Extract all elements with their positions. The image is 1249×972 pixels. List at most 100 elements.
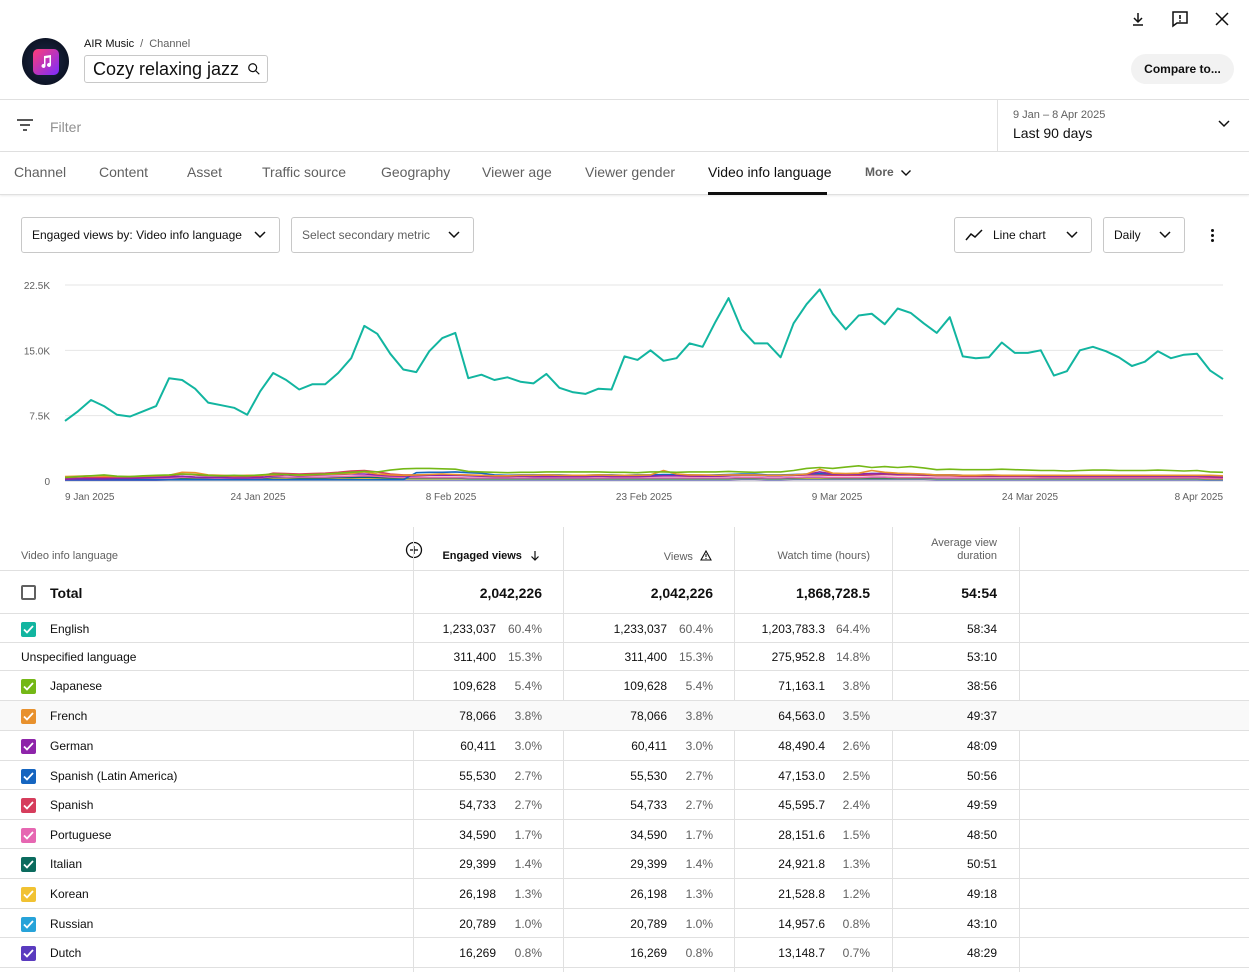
close-icon[interactable] [1211, 8, 1233, 30]
add-column-icon[interactable] [405, 541, 423, 559]
secondary-metric-label: Select secondary metric [302, 228, 431, 242]
views-percent: 1.7% [685, 828, 713, 842]
average-view-duration-value: 50:51 [966, 857, 997, 871]
row-checkbox[interactable] [21, 622, 36, 637]
row-checkbox[interactable] [21, 798, 36, 813]
watch-time-value: 48,490.4 [778, 739, 825, 753]
watch-time-value: 24,921.8 [778, 857, 825, 871]
row-checkbox[interactable] [21, 709, 36, 724]
total-checkbox[interactable] [21, 585, 36, 600]
tab-channel[interactable]: Channel [14, 164, 67, 180]
channel-title-selector[interactable]: Cozy relaxing jazz [84, 55, 269, 83]
engaged-views-percent: 1.0% [514, 917, 542, 931]
views-percent: 1.4% [685, 857, 713, 871]
engaged-views-value: 34,590 [459, 828, 496, 842]
watch-time-value: 28,151.6 [778, 828, 825, 842]
row-checkbox[interactable] [21, 739, 36, 754]
checkmark-icon [23, 860, 34, 869]
table-row[interactable]: Unspecified language 311,400 15.3% 311,400 1… [0, 643, 1249, 671]
date-range-picker[interactable]: 9 Jan – 8 Apr 2025 Last 90 days [997, 100, 1249, 152]
x-tick-label: 24 Mar 2025 [1002, 492, 1059, 503]
download-icon[interactable] [1127, 8, 1149, 30]
chevron-down-icon [901, 169, 912, 176]
breadcrumb: AIR Music / Channel [84, 38, 190, 50]
feedback-icon[interactable] [1169, 8, 1191, 30]
x-tick-label: 9 Jan 2025 [65, 492, 115, 503]
y-tick-label: 22.5K [24, 281, 50, 292]
filter-icon[interactable] [16, 117, 34, 133]
table-row[interactable]: German 60,411 3.0% 60,411 3.0% 48,490.4 2.6% 48… [0, 731, 1249, 761]
row-label: Unspecified language [21, 650, 137, 664]
watch-time-percent: 3.5% [842, 709, 870, 723]
table-row[interactable]: Italian 29,399 1.4% 29,399 1.4% 24,921.8 1.3% 5… [0, 849, 1249, 879]
column-header-average-view-duration[interactable]: Average view [931, 537, 997, 549]
tab-geography[interactable]: Geography [381, 164, 451, 180]
watch-time-percent: 1.5% [842, 828, 870, 842]
column-header-dimension[interactable]: Video info language [21, 550, 119, 562]
watch-time-value: 47,153.0 [778, 769, 825, 783]
average-view-duration-value: 53:10 [966, 650, 997, 664]
channel-avatar[interactable] [22, 38, 69, 85]
table-row[interactable]: English 1,233,037 60.4% 1,233,037 60.4% 1,203… [0, 614, 1249, 643]
column-header-views[interactable]: Views [664, 549, 712, 563]
row-checkbox[interactable] [21, 917, 36, 932]
primary-metric-dropdown[interactable]: Engaged views by: Video info language [21, 217, 280, 253]
table-row[interactable]: Portuguese 34,590 1.7% 34,590 1.7% 28,151.6 1.… [0, 820, 1249, 849]
checkmark-icon [23, 801, 34, 810]
engaged-views-percent: 3.8% [514, 709, 542, 723]
total-views: 2,042,226 [650, 585, 713, 601]
y-tick-label: 0 [44, 477, 50, 488]
table-row[interactable]: Korean 26,198 1.3% 26,198 1.3% 21,528.8 1.2% 49… [0, 879, 1249, 909]
tab-traffic-source[interactable]: Traffic source [262, 164, 347, 180]
tab-viewer-gender[interactable]: Viewer gender [585, 164, 676, 180]
tab-asset[interactable]: Asset [187, 164, 223, 180]
series-line-japanese[interactable] [64, 465, 1224, 479]
table-row[interactable]: Dutch 16,269 0.8% 16,269 0.8% 13,148.7 0.7% 48:… [0, 938, 1249, 968]
engaged-views-value: 78,066 [459, 709, 496, 723]
tab-video-info-language[interactable]: Video info language [708, 164, 832, 180]
views-value: 60,411 [631, 739, 667, 753]
column-header-average-view-duration-line2: duration [957, 550, 997, 562]
row-checkbox[interactable] [21, 887, 36, 902]
views-percent: 2.7% [685, 769, 713, 783]
tab-viewer-age[interactable]: Viewer age [482, 164, 552, 180]
row-checkbox[interactable] [21, 857, 36, 872]
average-view-duration-value: 38:56 [966, 679, 997, 693]
tab-content[interactable]: Content [99, 164, 149, 180]
views-percent: 1.3% [685, 887, 713, 901]
table-row[interactable]: Spanish (Latin America) 55,530 2.7% 55,530 2… [0, 761, 1249, 790]
row-checkbox[interactable] [21, 946, 36, 961]
series-line-english[interactable] [64, 288, 1224, 422]
row-checkbox[interactable] [21, 679, 36, 694]
column-header-engaged-views[interactable]: Engaged views [442, 550, 540, 562]
row-checkbox[interactable] [21, 828, 36, 843]
checkmark-icon [23, 831, 34, 840]
views-value: 20,789 [630, 917, 667, 931]
column-header-watch-time[interactable]: Watch time (hours) [777, 550, 870, 562]
watch-time-value: 1,203,783.3 [761, 622, 825, 636]
breadcrumb-root[interactable]: AIR Music [84, 38, 135, 50]
compare-to-button[interactable]: Compare to... [1131, 54, 1234, 84]
total-row: Total 2,042,226 2,042,226 1,868,728.5 54… [0, 571, 1249, 614]
average-view-duration-value: 48:09 [966, 739, 997, 753]
search-icon [248, 63, 260, 75]
table-row[interactable]: Spanish 54,733 2.7% 54,733 2.7% 45,595.7 2.4% 4… [0, 790, 1249, 820]
table-row[interactable]: Russian 20,789 1.0% 20,789 1.0% 14,957.6 0.8% 4… [0, 909, 1249, 938]
secondary-metric-dropdown[interactable]: Select secondary metric [291, 217, 474, 253]
row-checkbox[interactable] [21, 769, 36, 784]
engaged-views-value: 16,269 [459, 946, 496, 960]
engaged-views-percent: 1.4% [514, 857, 542, 871]
views-percent: 60.4% [678, 622, 713, 636]
watch-time-percent: 1.3% [842, 857, 870, 871]
chart-type-dropdown[interactable]: Line chart [954, 217, 1092, 253]
filter-input[interactable]: Filter [50, 119, 82, 135]
table-row[interactable]: Japanese 109,628 5.4% 109,628 5.4% 71,163.1 3.… [0, 671, 1249, 701]
more-options-icon[interactable] [1203, 226, 1221, 244]
table-row[interactable]: French 78,066 3.8% 78,066 3.8% 64,563.0 3.5% 49… [0, 701, 1249, 731]
average-view-duration-value: 49:18 [966, 887, 997, 901]
engaged-views-percent: 2.7% [514, 798, 542, 812]
watch-time-value: 64,563.0 [778, 709, 825, 723]
interval-dropdown[interactable]: Daily [1103, 217, 1185, 253]
chevron-down-icon [1218, 120, 1230, 128]
tab-more[interactable]: More [865, 165, 912, 179]
